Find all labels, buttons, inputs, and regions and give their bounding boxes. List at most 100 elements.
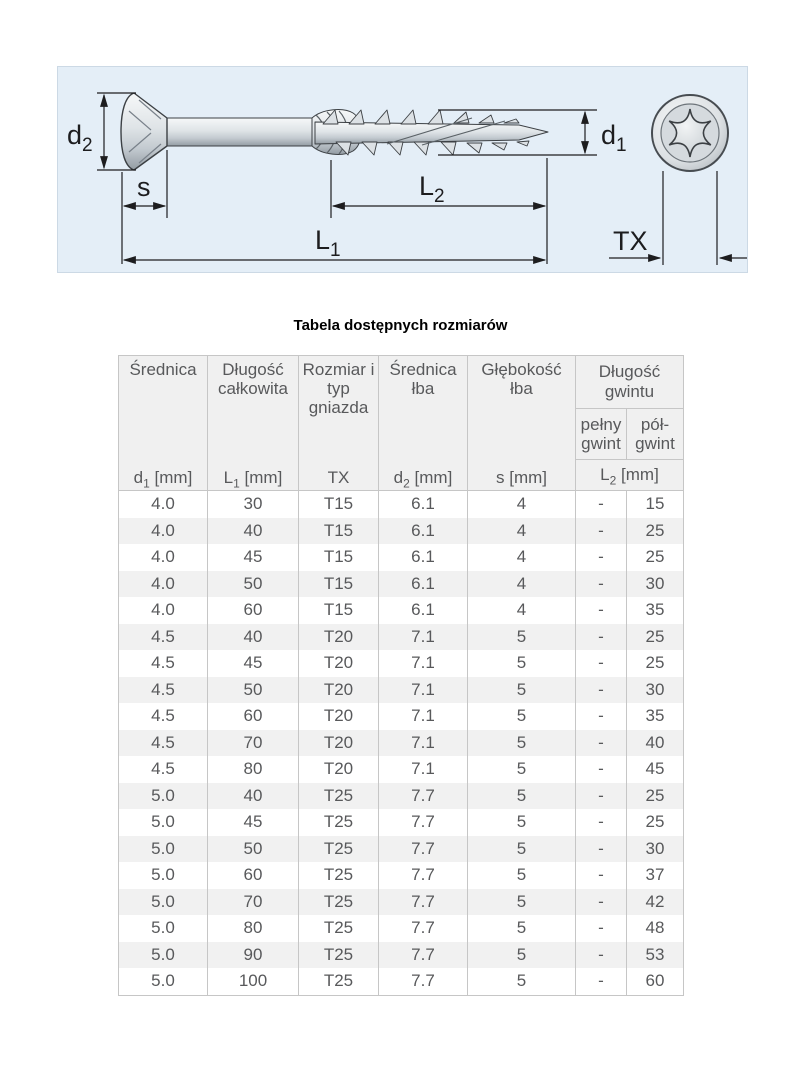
cell-d2: 7.7 (378, 809, 468, 836)
cell-d1: 5.0 (118, 862, 208, 889)
d1-label: d1 (601, 120, 627, 156)
cell-full-thread: - (575, 862, 627, 889)
cell-partial-thread: 25 (626, 650, 684, 677)
cell-l1: 70 (207, 729, 299, 756)
cell-partial-thread: 42 (626, 888, 684, 915)
table-row: 5.0 90 T25 7.7 5 - 53 (118, 941, 684, 968)
table-row: 5.0 70 T25 7.7 5 - 42 (118, 888, 684, 915)
cell-partial-thread: 37 (626, 862, 684, 889)
col-unit: d1 [mm] (133, 468, 193, 491)
cell-l1: 60 (207, 703, 299, 730)
cell-full-thread: - (575, 703, 627, 730)
screw-technical-drawing: d2 s L2 L1 d1 TX (57, 66, 748, 273)
cell-tx: T20 (298, 756, 379, 783)
cell-full-thread: - (575, 809, 627, 836)
cell-d2: 6.1 (378, 490, 468, 518)
cell-d2: 6.1 (378, 570, 468, 597)
cell-s: 5 (467, 650, 576, 677)
cell-d1: 5.0 (118, 782, 208, 809)
cell-d2: 7.1 (378, 623, 468, 650)
cell-d1: 5.0 (118, 888, 208, 915)
table-row: 4.5 80 T20 7.1 5 - 45 (118, 756, 684, 783)
cell-partial-thread: 53 (626, 941, 684, 968)
cell-s: 5 (467, 623, 576, 650)
cell-s: 5 (467, 703, 576, 730)
cell-d2: 6.1 (378, 517, 468, 544)
cell-d2: 6.1 (378, 544, 468, 571)
cell-l1: 45 (207, 544, 299, 571)
cell-d1: 4.0 (118, 570, 208, 597)
col-unit: TX (327, 468, 350, 487)
cell-l1: 45 (207, 809, 299, 836)
cell-partial-thread: 15 (626, 490, 684, 518)
table-row: 4.0 50 T15 6.1 4 - 30 (118, 570, 684, 597)
cell-l1: 40 (207, 782, 299, 809)
col-unit: d2 [mm] (393, 468, 453, 491)
cell-d2: 7.1 (378, 729, 468, 756)
dimension-lines (97, 92, 747, 265)
cell-partial-thread: 25 (626, 517, 684, 544)
torx-head-top-view (651, 94, 729, 172)
subcol-header-full-thread: pełny gwint (575, 408, 627, 460)
cell-tx: T15 (298, 517, 379, 544)
cell-partial-thread: 60 (626, 968, 684, 995)
cell-l1: 50 (207, 835, 299, 862)
cell-d2: 6.1 (378, 597, 468, 624)
cell-d2: 7.7 (378, 968, 468, 995)
cell-d1: 4.5 (118, 623, 208, 650)
cell-d1: 4.5 (118, 703, 208, 730)
cell-d2: 7.7 (378, 915, 468, 942)
head-recess-line (138, 143, 162, 164)
cell-full-thread: - (575, 597, 627, 624)
cell-d1: 4.5 (118, 756, 208, 783)
cell-full-thread: - (575, 915, 627, 942)
cell-d2: 7.1 (378, 703, 468, 730)
cell-partial-thread: 30 (626, 676, 684, 703)
cell-full-thread: - (575, 650, 627, 677)
cell-s: 5 (467, 915, 576, 942)
cell-full-thread: - (575, 941, 627, 968)
head-recess-line (128, 132, 152, 153)
col-title: Rozmiar i typ gniazda (302, 360, 375, 418)
col-unit: L1 [mm] (223, 468, 283, 491)
cell-l1: 40 (207, 517, 299, 544)
cell-d1: 4.0 (118, 490, 208, 518)
cell-tx: T15 (298, 544, 379, 571)
cell-full-thread: - (575, 544, 627, 571)
cell-full-thread: - (575, 729, 627, 756)
table-body: 4.0 30 T15 6.1 4 - 15 4.0 40 T15 6.1 4 -… (118, 490, 684, 995)
cell-tx: T20 (298, 650, 379, 677)
cell-s: 4 (467, 490, 576, 518)
cell-tx: T25 (298, 968, 379, 995)
cell-d1: 5.0 (118, 809, 208, 836)
screw-shank (166, 117, 318, 147)
sizes-table: Średnica d1 [mm] Długość całkowita L1 [m… (118, 355, 684, 996)
thread-section (314, 109, 549, 156)
cell-tx: T25 (298, 809, 379, 836)
cell-tx: T15 (298, 570, 379, 597)
cell-full-thread: - (575, 756, 627, 783)
table-row: 5.0 60 T25 7.7 5 - 37 (118, 862, 684, 889)
col-unit: s [mm] (496, 468, 547, 487)
table-row: 4.0 40 T15 6.1 4 - 25 (118, 517, 684, 544)
cell-s: 5 (467, 941, 576, 968)
cell-d1: 4.0 (118, 597, 208, 624)
cell-d2: 7.7 (378, 941, 468, 968)
cell-tx: T25 (298, 915, 379, 942)
cell-full-thread: - (575, 517, 627, 544)
cell-d1: 5.0 (118, 941, 208, 968)
cell-partial-thread: 25 (626, 623, 684, 650)
cell-full-thread: - (575, 570, 627, 597)
col-title: Średnica (129, 360, 197, 379)
table-row: 5.0 80 T25 7.7 5 - 48 (118, 915, 684, 942)
cell-tx: T20 (298, 623, 379, 650)
cell-s: 5 (467, 968, 576, 995)
screw-diagram-svg: d2 s L2 L1 d1 TX (57, 66, 748, 273)
cell-tx: T20 (298, 703, 379, 730)
table-row: 5.0 50 T25 7.7 5 - 30 (118, 835, 684, 862)
cell-full-thread: - (575, 888, 627, 915)
cell-tx: T25 (298, 862, 379, 889)
cell-d1: 4.0 (118, 544, 208, 571)
cell-partial-thread: 25 (626, 782, 684, 809)
table-row: 4.5 60 T20 7.1 5 - 35 (118, 703, 684, 730)
